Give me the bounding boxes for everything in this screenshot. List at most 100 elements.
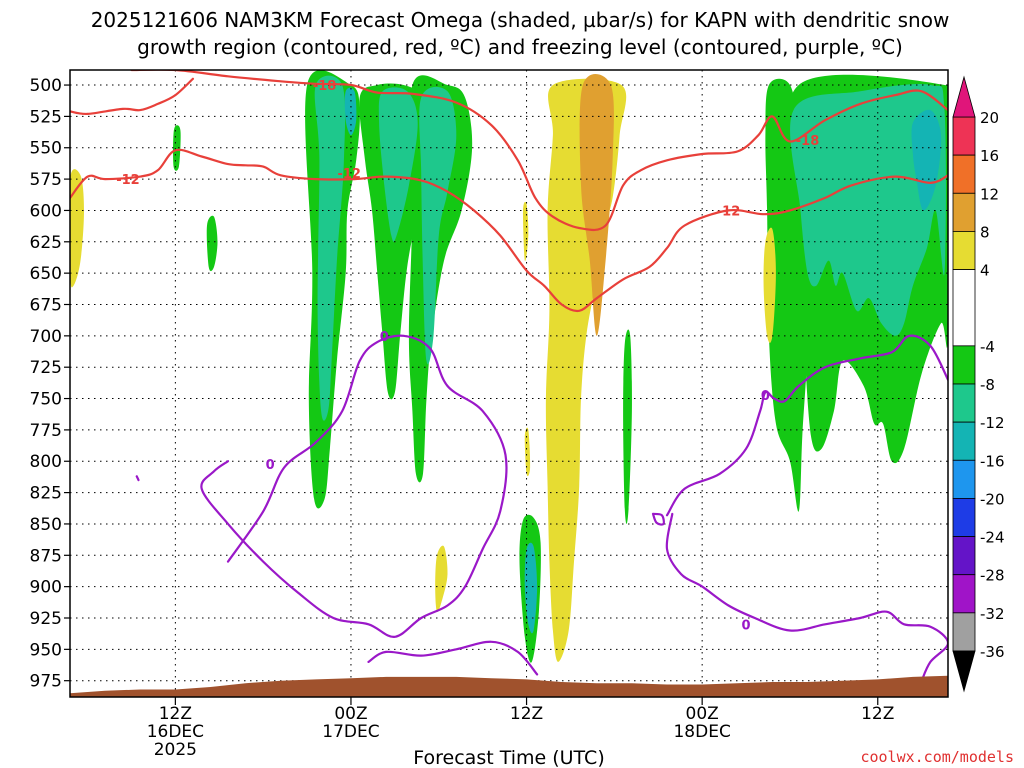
omega-yellow-c — [522, 201, 529, 262]
omega-yellow-e — [435, 545, 448, 613]
y-tick-label-775: 775 — [30, 421, 62, 441]
colorbar-bin--32-to--28 — [952, 574, 976, 614]
omega-yellow-d — [524, 427, 531, 477]
chart-title-line-2: growth region (contoured, red, ºC) and f… — [137, 35, 903, 59]
omega-teal-c — [419, 86, 457, 365]
x-tick-label-12-3: 2025 — [154, 740, 197, 760]
colorbar-tick-12: 12 — [980, 185, 999, 203]
freezing-level-contour-label-1: 0 — [380, 330, 389, 345]
freezing-level-contour-label-text-1: 0 — [380, 330, 389, 345]
colorbar-bin--16-to--12 — [952, 421, 976, 461]
colorbar-bin--4-to-4 — [952, 269, 976, 347]
dgz-lower-contour-label-2: -12 — [337, 167, 361, 182]
dgz-upper-contour-line-1 — [130, 70, 948, 232]
omega-orange-a — [579, 73, 614, 336]
omega-green-h — [765, 78, 808, 512]
omega-teal-b — [378, 87, 418, 242]
colorbar-bin--36-to--32 — [952, 612, 976, 652]
y-tick-label-850: 850 — [30, 515, 62, 535]
x-tick-label-22-2: 17DEC — [322, 722, 379, 742]
colorbar-bin--24-to--20 — [952, 498, 976, 537]
freezing-level-contour-label-text-2: 0 — [266, 458, 275, 473]
colorbar-top-arrow — [952, 75, 976, 118]
y-tick-label-950: 950 — [30, 640, 62, 660]
freezing-level-contour-label-3: 0 — [761, 389, 770, 404]
dgz-lower-contour-line-2 — [70, 77, 194, 116]
omega-yellow-f — [763, 227, 776, 343]
x-tick-label-22-1: 00Z — [334, 704, 367, 724]
colorbar-tick-20: 20 — [980, 109, 999, 127]
omega-shading-layer — [70, 70, 948, 663]
omega-blue-c — [524, 542, 538, 634]
freezing-level-contour-line-6 — [135, 475, 140, 482]
colorbar-tick--20: -20 — [980, 490, 1005, 508]
dgz-lower-contour-label-text-2: -12 — [337, 167, 361, 182]
colorbar-tick--16: -16 — [980, 452, 1005, 470]
y-tick-label-500: 500 — [30, 76, 62, 96]
y-tick-label-875: 875 — [30, 546, 62, 566]
dgz-lower-contour-line-1 — [70, 148, 948, 313]
colorbar-tick--32: -32 — [980, 605, 1005, 623]
x-axis-title: Forecast Time (UTC) — [413, 747, 604, 768]
colorbar-bin--12-to--8 — [952, 383, 976, 423]
dgz-lower-contour-label-text-3: -12 — [717, 204, 741, 219]
colorbar-tick--12: -12 — [980, 414, 1005, 432]
omega-green-b — [206, 215, 218, 272]
y-axis: 500 525 550 575 600 625 650 675 700 725 750 775 800 8… — [30, 76, 70, 692]
x-tick-label-52-1: 12Z — [861, 704, 894, 724]
colorbar-tick--36: -36 — [980, 643, 1005, 661]
terrain-layer — [70, 675, 948, 697]
colorbar-tick--24: -24 — [980, 529, 1005, 547]
x-tick-label-12-1: 12Z — [159, 704, 192, 724]
y-tick-label-575: 575 — [30, 170, 62, 190]
terrain-fill — [70, 675, 948, 697]
x-tick-label-32-1: 12Z — [510, 704, 543, 724]
y-tick-label-900: 900 — [30, 578, 62, 598]
y-tick-label-675: 675 — [30, 295, 62, 315]
freezing-level-contour-line-4 — [665, 512, 948, 682]
freezing-level-contour-label-4: 0 — [742, 618, 751, 633]
omega-blue-b — [911, 109, 942, 211]
y-tick-label-825: 825 — [30, 484, 62, 504]
freezing-level-contour-line-2 — [367, 640, 539, 676]
dgz-upper-contour-label-text-2: -18 — [796, 134, 820, 149]
omega-teal-a — [314, 75, 346, 421]
omega-teal-d — [790, 84, 946, 336]
colorbar-bin-4-to-8 — [952, 231, 976, 270]
colorbar-tick-16: 16 — [980, 147, 999, 165]
colorbar-tick-4: 4 — [980, 262, 990, 280]
dgz-lower-contour-label-1: -12 — [116, 173, 140, 188]
omega-green-g — [623, 329, 632, 524]
colorbar-bin--20-to--16 — [952, 459, 976, 499]
colorbar-bin-8-to-12 — [952, 192, 976, 232]
colorbar-tick--8: -8 — [980, 376, 995, 394]
y-tick-label-550: 550 — [30, 139, 62, 159]
freezing-level-contour-line-1 — [200, 334, 508, 638]
freezing-level-contour-line-3 — [665, 334, 948, 517]
contour-layer: -18 -18 -12 -12 -12 0 0 0 0 — [70, 70, 948, 682]
x-tick-label-42-2: 18DEC — [673, 722, 730, 742]
y-tick-label-800: 800 — [30, 452, 62, 472]
freezing-level-contour-label-2: 0 — [266, 458, 275, 473]
omega-yellow-a — [70, 169, 84, 288]
y-tick-label-750: 750 — [30, 390, 62, 410]
y-tick-label-625: 625 — [30, 233, 62, 253]
x-tick-label-12-2: 16DEC — [147, 722, 204, 742]
dgz-upper-contour-label-1: -18 — [313, 79, 337, 94]
freezing-level-contour-label-text-3: 0 — [761, 389, 770, 404]
dgz-upper-contour-label-text-1: -18 — [313, 79, 337, 94]
freezing-level-contour-line-5 — [651, 512, 665, 526]
y-tick-label-725: 725 — [30, 358, 62, 378]
omega-blue-a — [344, 87, 357, 136]
dgz-lower-contour-label-text-1: -12 — [116, 173, 140, 188]
chart-title-line-1: 2025121606 NAM3KM Forecast Omega (shaded… — [91, 8, 950, 32]
y-tick-label-650: 650 — [30, 264, 62, 284]
colorbar-tick--4: -4 — [980, 338, 995, 356]
colorbar-tick-8: 8 — [980, 223, 990, 241]
dgz-lower-contour-label-3: -12 — [717, 204, 741, 219]
credit-text: coolwx.com/models — [860, 748, 1014, 766]
y-tick-label-700: 700 — [30, 327, 62, 347]
y-tick-label-525: 525 — [30, 107, 62, 127]
